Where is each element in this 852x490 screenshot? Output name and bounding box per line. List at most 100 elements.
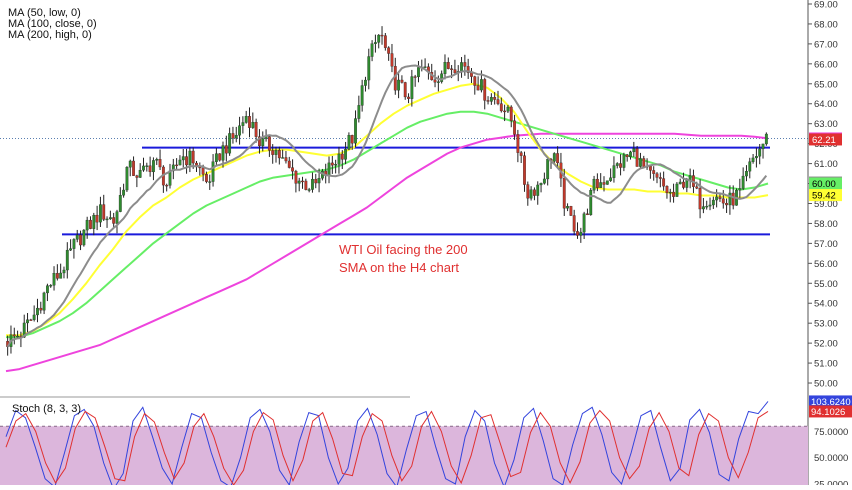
candle-body [725,202,728,206]
candle-body [639,158,642,167]
ma200-label: MA (200, high, 0) [8,29,92,41]
candle-body [413,76,417,78]
candle-body [281,157,285,159]
candle-body [595,178,599,188]
candle-body [569,206,573,216]
candle-body [254,121,258,137]
candle-body [122,189,126,196]
candle-body [579,231,583,236]
candle-body [102,204,106,220]
candle-body [304,180,308,190]
candle-body [301,180,304,183]
candle-body [191,150,195,164]
candle-body [152,160,155,173]
candle-body [347,135,351,150]
candle-body [244,116,248,123]
candle-body [436,81,440,83]
candle-body [287,160,291,168]
candle-body [423,66,427,68]
price-tick-label: 66.00 [814,59,838,70]
candle-body [185,156,188,166]
candle-body [619,163,622,168]
stoch-tick-label: 75.0000 [814,427,848,438]
candle-body [450,68,454,70]
candle-body [711,199,715,206]
candle-body [400,79,404,83]
candle-body [350,135,354,144]
candle-body [536,184,540,196]
candle-body [460,62,463,72]
candle-body [407,96,410,99]
candle-body [360,85,364,106]
candle-body [89,219,92,229]
candle-body [542,178,546,184]
candle-body [55,273,59,279]
candle-body [267,136,271,151]
candle-body [539,183,543,186]
candle-body [118,195,122,212]
candle-body [234,135,238,139]
candle-body [496,99,500,104]
candle-body [208,181,212,183]
candle-body [198,166,202,169]
candle-body [79,234,82,246]
candle-body [330,162,334,166]
candle-body [443,62,447,74]
candle-body [503,110,507,113]
ma100-label: MA (100, close, 0) [8,18,97,30]
candle-body [42,292,46,311]
candle-body [648,165,652,171]
candle-body [132,160,135,176]
candle-body [668,191,672,194]
candle-body [95,214,99,223]
candle-body [274,150,278,155]
stoch-tag-text: 94.1026 [811,407,845,418]
annotation-line-1: WTI Oil facing the 200 [339,242,468,257]
candle-body [373,42,377,44]
candle-body [410,76,414,99]
candle-body [214,153,218,162]
candle-body [678,181,682,185]
candle-body [383,35,387,48]
candle-body [433,79,437,83]
candle-body [761,143,765,150]
candle-body [258,136,261,147]
candle-body [685,180,689,188]
candle-body [523,155,526,185]
candle-body [632,148,636,153]
candle-body [201,167,205,175]
candle-body [85,219,89,231]
candle-body [701,206,705,210]
candle-body [145,165,149,167]
candle-body [294,171,298,184]
candle-body [562,177,566,209]
candle-body [572,215,576,232]
candle-body [658,177,662,179]
candle-body [317,178,321,184]
candle-body [605,180,609,185]
stoch-tag-text: 103.6240 [811,397,851,408]
candle-body [533,189,536,196]
candle-body [364,79,367,86]
candle-body [357,105,361,119]
candle-body [99,204,102,223]
candle-body [59,272,63,279]
candle-body [165,184,169,187]
candle-body [476,85,480,91]
price-tag-bg [809,133,842,146]
candle-body [337,153,341,165]
candle-body [387,47,391,54]
candle-body [314,178,318,184]
candle-body [142,165,145,171]
price-tick-label: 54.00 [814,299,838,310]
candle-body [602,182,606,185]
candle-body [92,214,96,229]
stoch-d-line [5,409,769,486]
price-tick-label: 53.00 [814,319,838,330]
candle-body [499,103,503,112]
candle-body [546,159,550,180]
candle-body [138,169,142,178]
